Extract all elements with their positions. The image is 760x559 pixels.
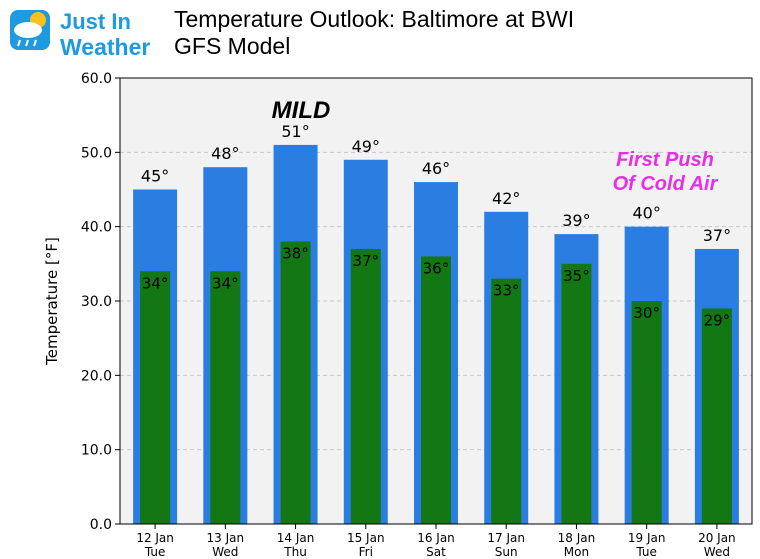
low-temp-label: 38° (282, 245, 309, 263)
low-temp-bar (421, 256, 451, 524)
low-temp-bar (561, 263, 592, 524)
low-temp-bar (210, 271, 241, 524)
x-tick-label-date: 20 Jan (698, 531, 736, 545)
high-temp-label: 45° (141, 167, 169, 186)
low-temp-label: 34° (212, 274, 239, 292)
high-temp-label: 51° (281, 122, 309, 141)
low-temp-bar (140, 271, 171, 524)
annotation-mild: MILD (272, 97, 331, 124)
x-tick-label-date: 15 Jan (347, 531, 385, 545)
low-temp-label: 30° (633, 304, 660, 322)
x-tick-label-date: 16 Jan (417, 531, 455, 545)
low-temp-bar (350, 248, 381, 524)
x-tick-label-day: Tue (635, 545, 657, 559)
y-tick-label: 10.0 (81, 443, 112, 459)
y-tick-label: 40.0 (81, 220, 112, 236)
x-tick-label-day: Fri (359, 545, 373, 559)
low-temp-label: 35° (563, 267, 590, 285)
logo-text-line2: Weather (60, 34, 151, 60)
x-tick-label-day: Sat (426, 545, 446, 559)
low-temp-bar (701, 308, 732, 524)
high-temp-label: 37° (703, 226, 731, 245)
x-tick-label-day: Mon (564, 545, 589, 559)
low-temp-label: 34° (142, 274, 169, 292)
weather-logo-icon (10, 10, 50, 50)
high-temp-label: 42° (492, 189, 520, 208)
high-temp-label: 49° (352, 137, 380, 156)
high-temp-label: 48° (211, 144, 239, 163)
x-tick-label-date: 13 Jan (207, 531, 245, 545)
chart-subtitle: GFS Model (174, 33, 291, 59)
logo: Just In Weather (8, 6, 168, 59)
high-temp-label: 39° (562, 211, 590, 230)
low-temp-label: 33° (493, 282, 520, 300)
x-tick-label-day: Tue (144, 545, 166, 559)
x-tick-label-date: 14 Jan (277, 531, 315, 545)
annotation-cold-line1: First Push (616, 149, 714, 171)
high-temp-label: 46° (422, 159, 450, 178)
low-temp-label: 36° (423, 259, 450, 277)
x-tick-label-day: Wed (212, 545, 238, 559)
low-temp-label: 29° (704, 311, 731, 329)
x-tick-label-date: 19 Jan (628, 531, 666, 545)
x-tick-label-date: 17 Jan (487, 531, 525, 545)
y-axis-label: Temperature [°F] (43, 237, 61, 366)
y-tick-label: 50.0 (81, 145, 112, 161)
low-temp-bar (491, 278, 522, 524)
chart-title: Temperature Outlook: Baltimore at BWI (174, 6, 575, 32)
y-tick-label: 0.0 (90, 517, 112, 533)
low-temp-bar (631, 301, 662, 524)
high-temp-label: 40° (632, 204, 660, 223)
low-temp-bar (280, 241, 311, 525)
x-tick-label-date: 18 Jan (558, 531, 596, 545)
y-tick-label: 60.0 (81, 71, 112, 87)
y-tick-label: 30.0 (81, 294, 112, 310)
x-tick-label-day: Thu (283, 545, 307, 559)
y-tick-label: 20.0 (81, 368, 112, 384)
x-tick-label-day: Wed (704, 545, 730, 559)
annotation-cold-line2: Of Cold Air (613, 173, 719, 195)
x-tick-label-day: Sun (495, 545, 518, 559)
logo-text-line1: Just In (60, 9, 131, 34)
low-temp-label: 37° (352, 252, 379, 270)
x-tick-label-date: 12 Jan (136, 531, 174, 545)
